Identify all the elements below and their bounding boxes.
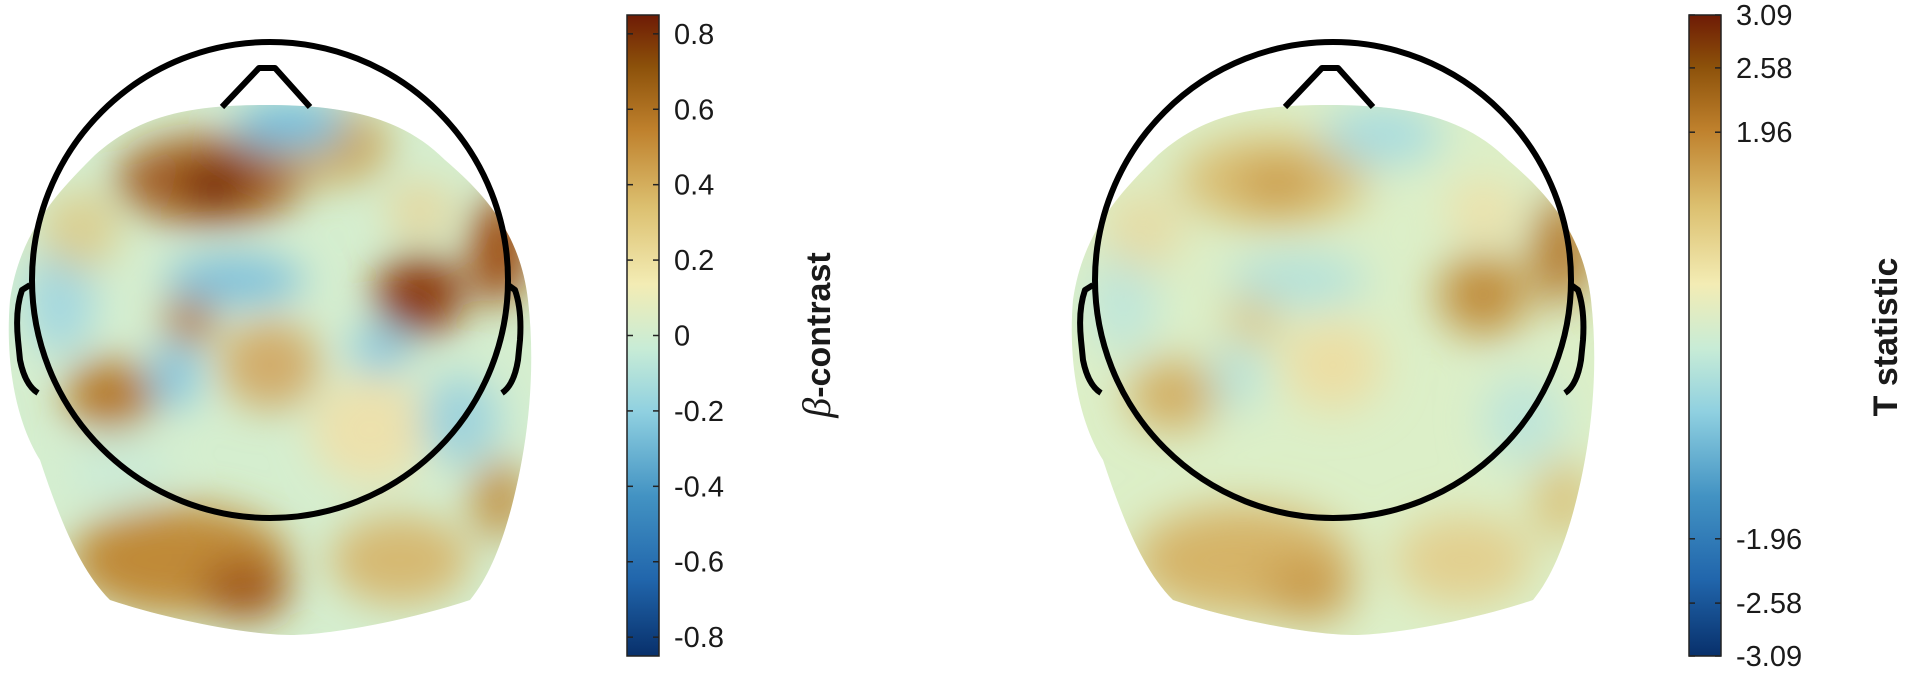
colorbar-tick-label: -0.8 [674,622,724,654]
colorbar-tick-label: 0.4 [674,170,714,202]
colorbar-beta-label: β-contrast [794,252,839,418]
colorbar-tick-label: 2.58 [1736,53,1792,85]
colorbar-tick-label: -0.4 [674,471,724,503]
colorbar-tick-label: 3.09 [1736,0,1792,32]
head-outline [29,39,511,521]
colorbar-tick-label: 0.6 [674,94,714,126]
left-ear-outline [1077,282,1103,396]
nose-outline [219,65,313,110]
head-outline [1092,39,1574,521]
colorbar-tick-label: 0.8 [674,19,714,51]
right-ear-outline [1563,282,1587,396]
colorbar-tick-label: -0.6 [674,547,724,579]
colorbar-tick-label: -2.58 [1736,588,1802,620]
scalp-map-beta [8,39,532,635]
colorbar-tick-label: 0.2 [674,245,714,277]
colorbar-tick-label: -3.09 [1736,641,1802,673]
left-ear-outline [14,282,40,396]
colorbar-tick-label: 0 [674,321,690,353]
scalp-map-tstat [1071,39,1595,635]
colorbar-beta-ticks: 0.8 0.6 0.4 0.2 0 -0.2 -0.4 -0.6 -0.8 [627,19,724,654]
colorbar-tstat-gradient [1688,14,1722,657]
right-ear-outline [500,282,524,396]
colorbar-tstat-ticks: 3.09 2.58 1.96 -1.96 -2.58 -3.09 [1689,0,1802,673]
colorbar-tick-label: -1.96 [1736,524,1802,556]
colorbar-beta: 0.8 0.6 0.4 0.2 0 -0.2 -0.4 -0.6 -0.8 β-contrast [626,14,839,657]
colorbar-tick-label: 1.96 [1736,117,1792,149]
nose-outline [1282,65,1376,110]
colorbar-tstat: 3.09 2.58 1.96 -1.96 -2.58 -3.09 T statistic [1688,0,1905,673]
colorbar-tstat-label: T statistic [1867,258,1905,417]
colorbar-tick-label: -0.2 [674,396,724,428]
